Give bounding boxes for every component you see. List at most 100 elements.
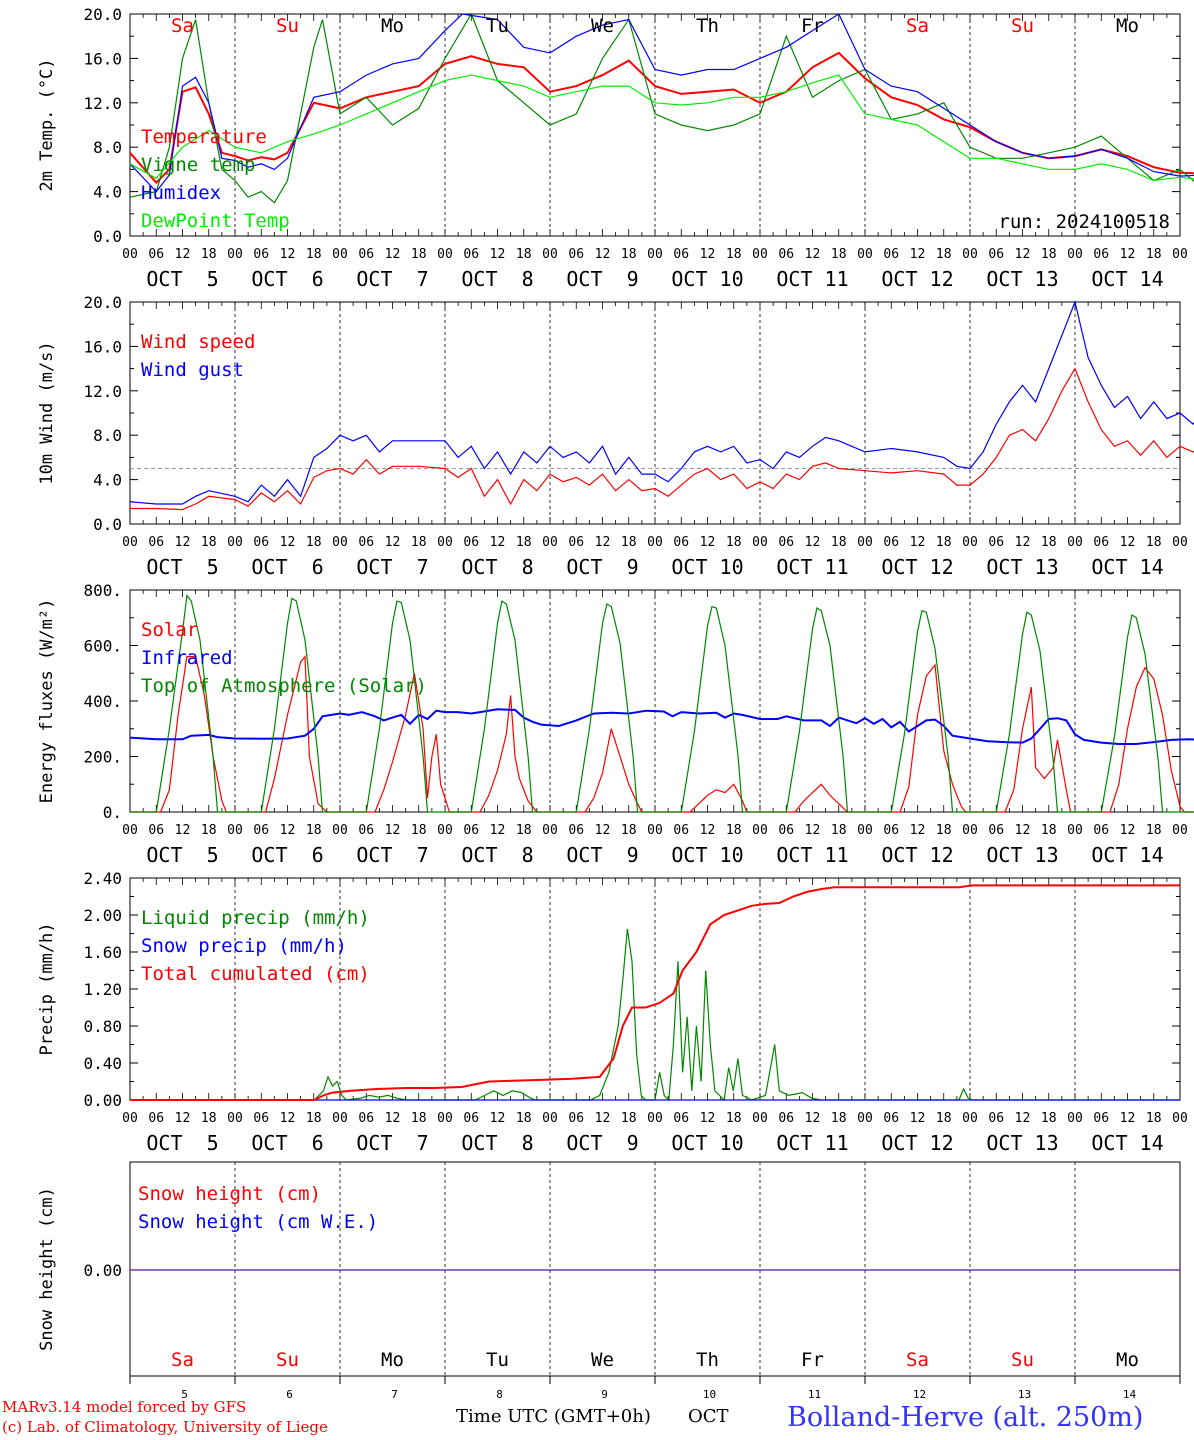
date-label: OCT 8 [461, 267, 533, 291]
date-label: OCT 6 [251, 843, 323, 867]
hour-label: 12 [1015, 1111, 1031, 1126]
hour-label: 18 [621, 1111, 637, 1126]
date-label: OCT 5 [146, 555, 218, 579]
hour-label: 18 [411, 535, 427, 550]
y-tick-label: 20.0 [83, 5, 122, 24]
hour-label: 18 [411, 1111, 427, 1126]
hour-label: 00 [542, 1111, 558, 1126]
weekday-label: We [591, 1349, 614, 1371]
day-number-label: 7 [391, 1388, 398, 1401]
legend-snow-precip-mm-h-: Snow precip (mm/h) [141, 935, 347, 957]
hour-label: 00 [857, 1111, 873, 1126]
day-number-label: 9 [601, 1388, 608, 1401]
y-tick-label: 400. [83, 692, 122, 711]
hour-label: 12 [1120, 535, 1136, 550]
hour-label: 00 [752, 823, 768, 838]
series-humidex [129, 13, 1194, 193]
hour-label: 18 [831, 535, 847, 550]
date-label: OCT 14 [1091, 1131, 1163, 1155]
hour-label: 18 [201, 1111, 217, 1126]
hour-label: 06 [1093, 247, 1109, 262]
time-axis-month: OCT [688, 1406, 729, 1427]
hour-label: 12 [280, 823, 296, 838]
hour-label: 06 [673, 247, 689, 262]
y-tick-label: 8.0 [93, 426, 122, 445]
y-tick-label: 600. [83, 637, 122, 656]
y-tick-label: 2.40 [83, 869, 122, 888]
legend-humidex: Humidex [141, 182, 221, 204]
day-number-label: 13 [1018, 1388, 1031, 1401]
hour-label: 00 [752, 535, 768, 550]
hour-label: 18 [411, 823, 427, 838]
date-label: OCT 7 [356, 267, 428, 291]
date-label: OCT 14 [1091, 555, 1163, 579]
date-label: OCT 12 [881, 843, 953, 867]
hour-label: 00 [332, 1111, 348, 1126]
date-label: OCT 13 [986, 1131, 1058, 1155]
model-credit: MARv3.14 model forced by GFS [2, 1398, 247, 1416]
weekday-label: Mo [1116, 1349, 1139, 1371]
date-label: OCT 9 [566, 555, 638, 579]
series-infrared [129, 708, 1194, 745]
hour-label: 12 [805, 535, 821, 550]
hour-label: 18 [516, 535, 532, 550]
hour-label: 18 [831, 247, 847, 262]
hour-label: 06 [463, 823, 479, 838]
hour-label: 06 [1093, 1111, 1109, 1126]
hour-label: 12 [490, 247, 506, 262]
hour-label: 18 [1146, 247, 1162, 262]
day-number-label: 5 [181, 1388, 188, 1401]
date-label: OCT 13 [986, 267, 1058, 291]
hour-label: 00 [1067, 823, 1083, 838]
hour-label: 12 [1120, 823, 1136, 838]
y-axis-title: 2m Temp. (°C) [37, 58, 57, 191]
date-label: OCT 14 [1091, 267, 1163, 291]
hour-label: 06 [148, 823, 164, 838]
hour-label: 18 [516, 247, 532, 262]
date-label: OCT 10 [671, 555, 743, 579]
day-number-label: 8 [496, 1388, 503, 1401]
hour-label: 12 [805, 1111, 821, 1126]
hour-label: 00 [542, 535, 558, 550]
hour-label: 06 [778, 823, 794, 838]
hour-label: 18 [726, 247, 742, 262]
legend-temperature: Temperature [141, 126, 267, 148]
hour-label: 00 [332, 535, 348, 550]
hour-label: 18 [726, 535, 742, 550]
hour-label: 00 [437, 535, 453, 550]
y-tick-label: 2.00 [83, 906, 122, 925]
legend-snow-height-cm-w-e-: Snow height (cm W.E.) [138, 1211, 378, 1233]
date-label: OCT 14 [1091, 843, 1163, 867]
hour-label: 18 [621, 823, 637, 838]
y-tick-label: 16.0 [83, 49, 122, 68]
hour-label: 00 [227, 247, 243, 262]
date-label: OCT 6 [251, 1131, 323, 1155]
day-number-label: 11 [808, 1388, 821, 1401]
hour-label: 06 [148, 535, 164, 550]
weekday-label: Fr [801, 15, 824, 37]
date-label: OCT 10 [671, 843, 743, 867]
hour-label: 12 [910, 535, 926, 550]
hour-label: 18 [1146, 1111, 1162, 1126]
hour-label: 12 [1015, 535, 1031, 550]
hour-label: 18 [201, 823, 217, 838]
series-wind-speed [130, 367, 1194, 511]
date-label: OCT 5 [146, 267, 218, 291]
hour-label: 00 [437, 247, 453, 262]
run-label: run: 2024100518 [998, 211, 1170, 233]
panel-snow: 0.00 Snow height (cm) Snow height (cm) Snow… [37, 1161, 1181, 1401]
weekday-label: Tu [486, 1349, 509, 1371]
station-name: Bolland-Herve (alt. 250m) [787, 1402, 1144, 1433]
hour-label: 06 [883, 823, 899, 838]
hour-label: 06 [463, 1111, 479, 1126]
hour-label: 12 [910, 247, 926, 262]
hour-label: 18 [1146, 823, 1162, 838]
y-tick-label: 16.0 [83, 337, 122, 356]
hour-label: 06 [883, 535, 899, 550]
lab-credit: (c) Lab. of Climatology, University of L… [2, 1418, 328, 1436]
hour-label: 06 [358, 535, 374, 550]
hour-label: 00 [542, 247, 558, 262]
hour-label: 06 [358, 1111, 374, 1126]
hour-label: 06 [568, 1111, 584, 1126]
hour-label: 12 [595, 535, 611, 550]
